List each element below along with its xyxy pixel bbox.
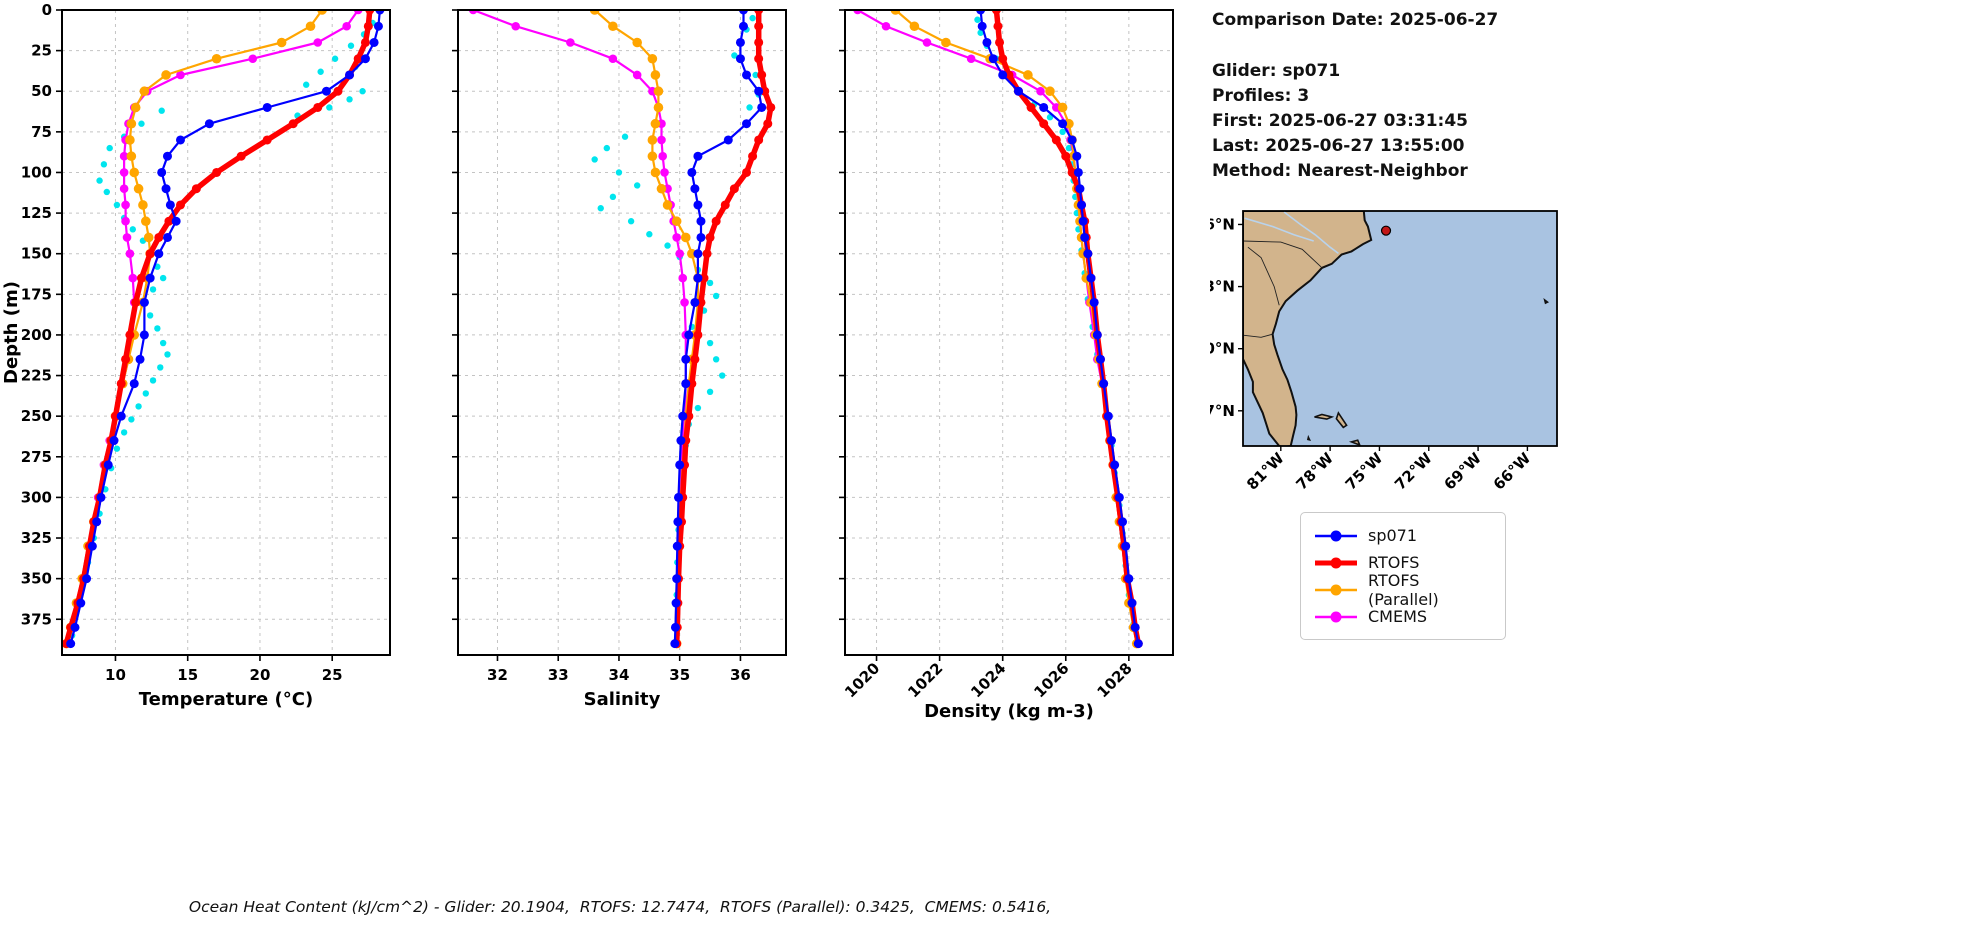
svg-text:81°W: 81°W — [1243, 449, 1288, 494]
svg-text:275: 275 — [21, 448, 52, 466]
legend-swatch — [1315, 611, 1357, 622]
temperature-profile-svg: 10 15 20 2502550751001251501752002252502753… — [1, 1, 391, 710]
comparison-date-text: Comparison Date: 2025-06-27 — [1212, 10, 1499, 30]
location-map-svg: 36°N 33°N 30°N 27°N 81°W78°W75°W72°W69°W66°W — [1194, 210, 1558, 494]
svg-text:36: 36 — [730, 666, 751, 684]
density-profile-chart: 1020 1022 1024 1026 1028 Density (kg m-3) — [783, 0, 1213, 764]
svg-text:32: 32 — [487, 666, 508, 684]
svg-text:1026: 1026 — [1030, 659, 1072, 701]
salinity-profile-svg: 32 33 34 35 36 Salinity — [452, 9, 787, 710]
svg-text:69°W: 69°W — [1440, 449, 1485, 494]
svg-text:34: 34 — [609, 666, 630, 684]
legend: sp071 RTOFS RTOFS (Parallel) CMEMS — [1300, 512, 1506, 640]
legend-label: sp071 — [1368, 526, 1418, 545]
info-panel: Comparison Date: 2025-06-27 Glider: sp07… — [1212, 8, 1498, 184]
svg-text:375: 375 — [21, 610, 52, 628]
legend-item-cmems: CMEMS — [1313, 603, 1493, 630]
svg-text:33°N: 33°N — [1210, 278, 1235, 296]
svg-text:Temperature (°C): Temperature (°C) — [139, 689, 313, 710]
coastline — [1243, 211, 1373, 446]
svg-text:Salinity: Salinity — [584, 689, 661, 710]
salinity-profile-chart: 32 33 34 35 36 Salinity — [396, 0, 826, 764]
method-text: Method: Nearest-Neighbor — [1212, 161, 1468, 181]
svg-text:36°N: 36°N — [1210, 215, 1235, 233]
svg-text:350: 350 — [21, 570, 52, 588]
svg-text:75°W: 75°W — [1342, 449, 1387, 494]
first-profile-time-text: First: 2025-06-27 03:31:45 — [1212, 111, 1469, 131]
glider-name-text: Glider: sp071 — [1212, 61, 1341, 81]
ocean-heat-content-caption: Ocean Heat Content (kJ/cm^2) - Glider: 2… — [188, 898, 1052, 916]
svg-text:75: 75 — [31, 123, 52, 141]
svg-text:50: 50 — [31, 82, 52, 100]
legend-label: RTOFS (Parallel) — [1368, 570, 1439, 609]
legend-item-rtofs: RTOFS — [1313, 549, 1493, 576]
svg-text:25: 25 — [31, 42, 52, 60]
svg-text:200: 200 — [21, 326, 52, 344]
legend-swatch — [1315, 584, 1357, 595]
svg-text:125: 125 — [21, 204, 52, 222]
legend-swatch — [1315, 557, 1357, 568]
svg-text:66°W: 66°W — [1490, 449, 1535, 494]
legend-item-sp071: sp071 — [1313, 522, 1493, 549]
svg-text:Depth (m): Depth (m) — [1, 281, 22, 384]
svg-text:33: 33 — [548, 666, 569, 684]
svg-text:72°W: 72°W — [1391, 449, 1436, 494]
svg-text:Density (kg m-3): Density (kg m-3) — [924, 701, 1094, 722]
svg-text:1022: 1022 — [904, 659, 946, 701]
legend-label: CMEMS — [1368, 607, 1428, 626]
location-map: 36°N 33°N 30°N 27°N 81°W78°W75°W72°W69°W66°W — [1194, 195, 1610, 509]
svg-text:35: 35 — [669, 666, 690, 684]
svg-text:78°W: 78°W — [1292, 449, 1337, 494]
svg-text:250: 250 — [21, 407, 52, 425]
svg-text:10: 10 — [105, 666, 126, 684]
legend-item-rtofs-parallel-: RTOFS (Parallel) — [1313, 571, 1493, 609]
svg-text:15: 15 — [177, 666, 198, 684]
legend-label: RTOFS — [1368, 553, 1420, 572]
svg-text:175: 175 — [21, 285, 52, 303]
profiles-count-text: Profiles: 3 — [1212, 86, 1310, 106]
svg-text:325: 325 — [21, 529, 52, 547]
svg-text:150: 150 — [21, 245, 52, 263]
info-gap — [1212, 33, 1498, 59]
svg-text:300: 300 — [21, 488, 52, 506]
svg-text:1028: 1028 — [1093, 659, 1135, 701]
temperature-profile-chart: 10 15 20 25 0 25 50 75 100 125 150 175 200 225 250 275 3… — [0, 0, 430, 764]
svg-text:1020: 1020 — [841, 659, 883, 701]
svg-text:20: 20 — [250, 666, 271, 684]
svg-text:25: 25 — [322, 666, 343, 684]
svg-text:1024: 1024 — [967, 659, 1009, 701]
svg-text:0: 0 — [42, 1, 52, 19]
svg-text:30°N: 30°N — [1210, 340, 1235, 358]
svg-text:100: 100 — [21, 163, 52, 181]
legend-swatch — [1315, 530, 1357, 541]
last-profile-time-text: Last: 2025-06-27 13:55:00 — [1212, 136, 1465, 156]
svg-text:225: 225 — [21, 367, 52, 385]
glider-location-marker — [1380, 225, 1392, 236]
svg-text:27°N: 27°N — [1210, 402, 1235, 420]
